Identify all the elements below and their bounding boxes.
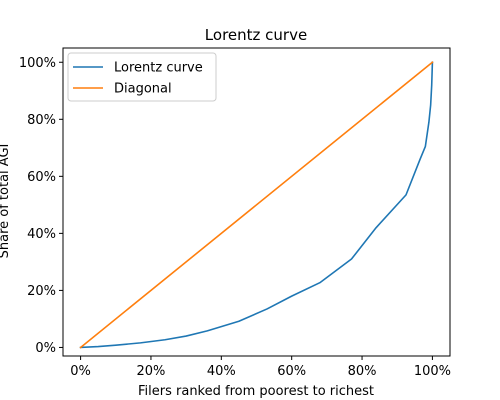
y-tick-label: 60% — [27, 170, 56, 185]
legend-box — [67, 52, 217, 102]
axes-frame — [62, 47, 451, 357]
chart-title: Lorentz curve — [205, 26, 307, 44]
series-line-2 — [79, 61, 434, 349]
y-tick-label: 0% — [35, 341, 56, 356]
series-line-1 — [79, 61, 434, 349]
y-tick-label: 40% — [27, 227, 56, 242]
y-tick-label: 20% — [27, 284, 56, 299]
x-axis-label: Filers ranked from poorest to richest — [138, 384, 374, 399]
legend-label-1: Lorentz curve — [114, 61, 203, 76]
x-tick-label: 80% — [348, 364, 377, 379]
x-tick-label: 60% — [277, 364, 306, 379]
legend: Lorentz curve Diagonal — [67, 52, 217, 102]
y-axis-label: Share of total AGI — [0, 144, 12, 259]
x-axis-ticks: 0% 20% 40% 60% 80% 100% — [70, 356, 451, 379]
y-axis-ticks: 0% 20% 40% 60% 80% 100% — [19, 56, 63, 356]
series-group — [79, 61, 434, 349]
x-tick-label: 0% — [70, 364, 91, 379]
x-tick-label: 20% — [137, 364, 166, 379]
x-tick-label: 100% — [414, 364, 451, 379]
x-tick-label: 40% — [207, 364, 236, 379]
y-tick-label: 80% — [27, 113, 56, 128]
plot-area: 0% 20% 40% 60% 80% 100% 0% 20% 40% 60% 80% 100% — [19, 47, 451, 379]
legend-label-2: Diagonal — [114, 82, 172, 97]
y-tick-label: 100% — [19, 56, 56, 71]
